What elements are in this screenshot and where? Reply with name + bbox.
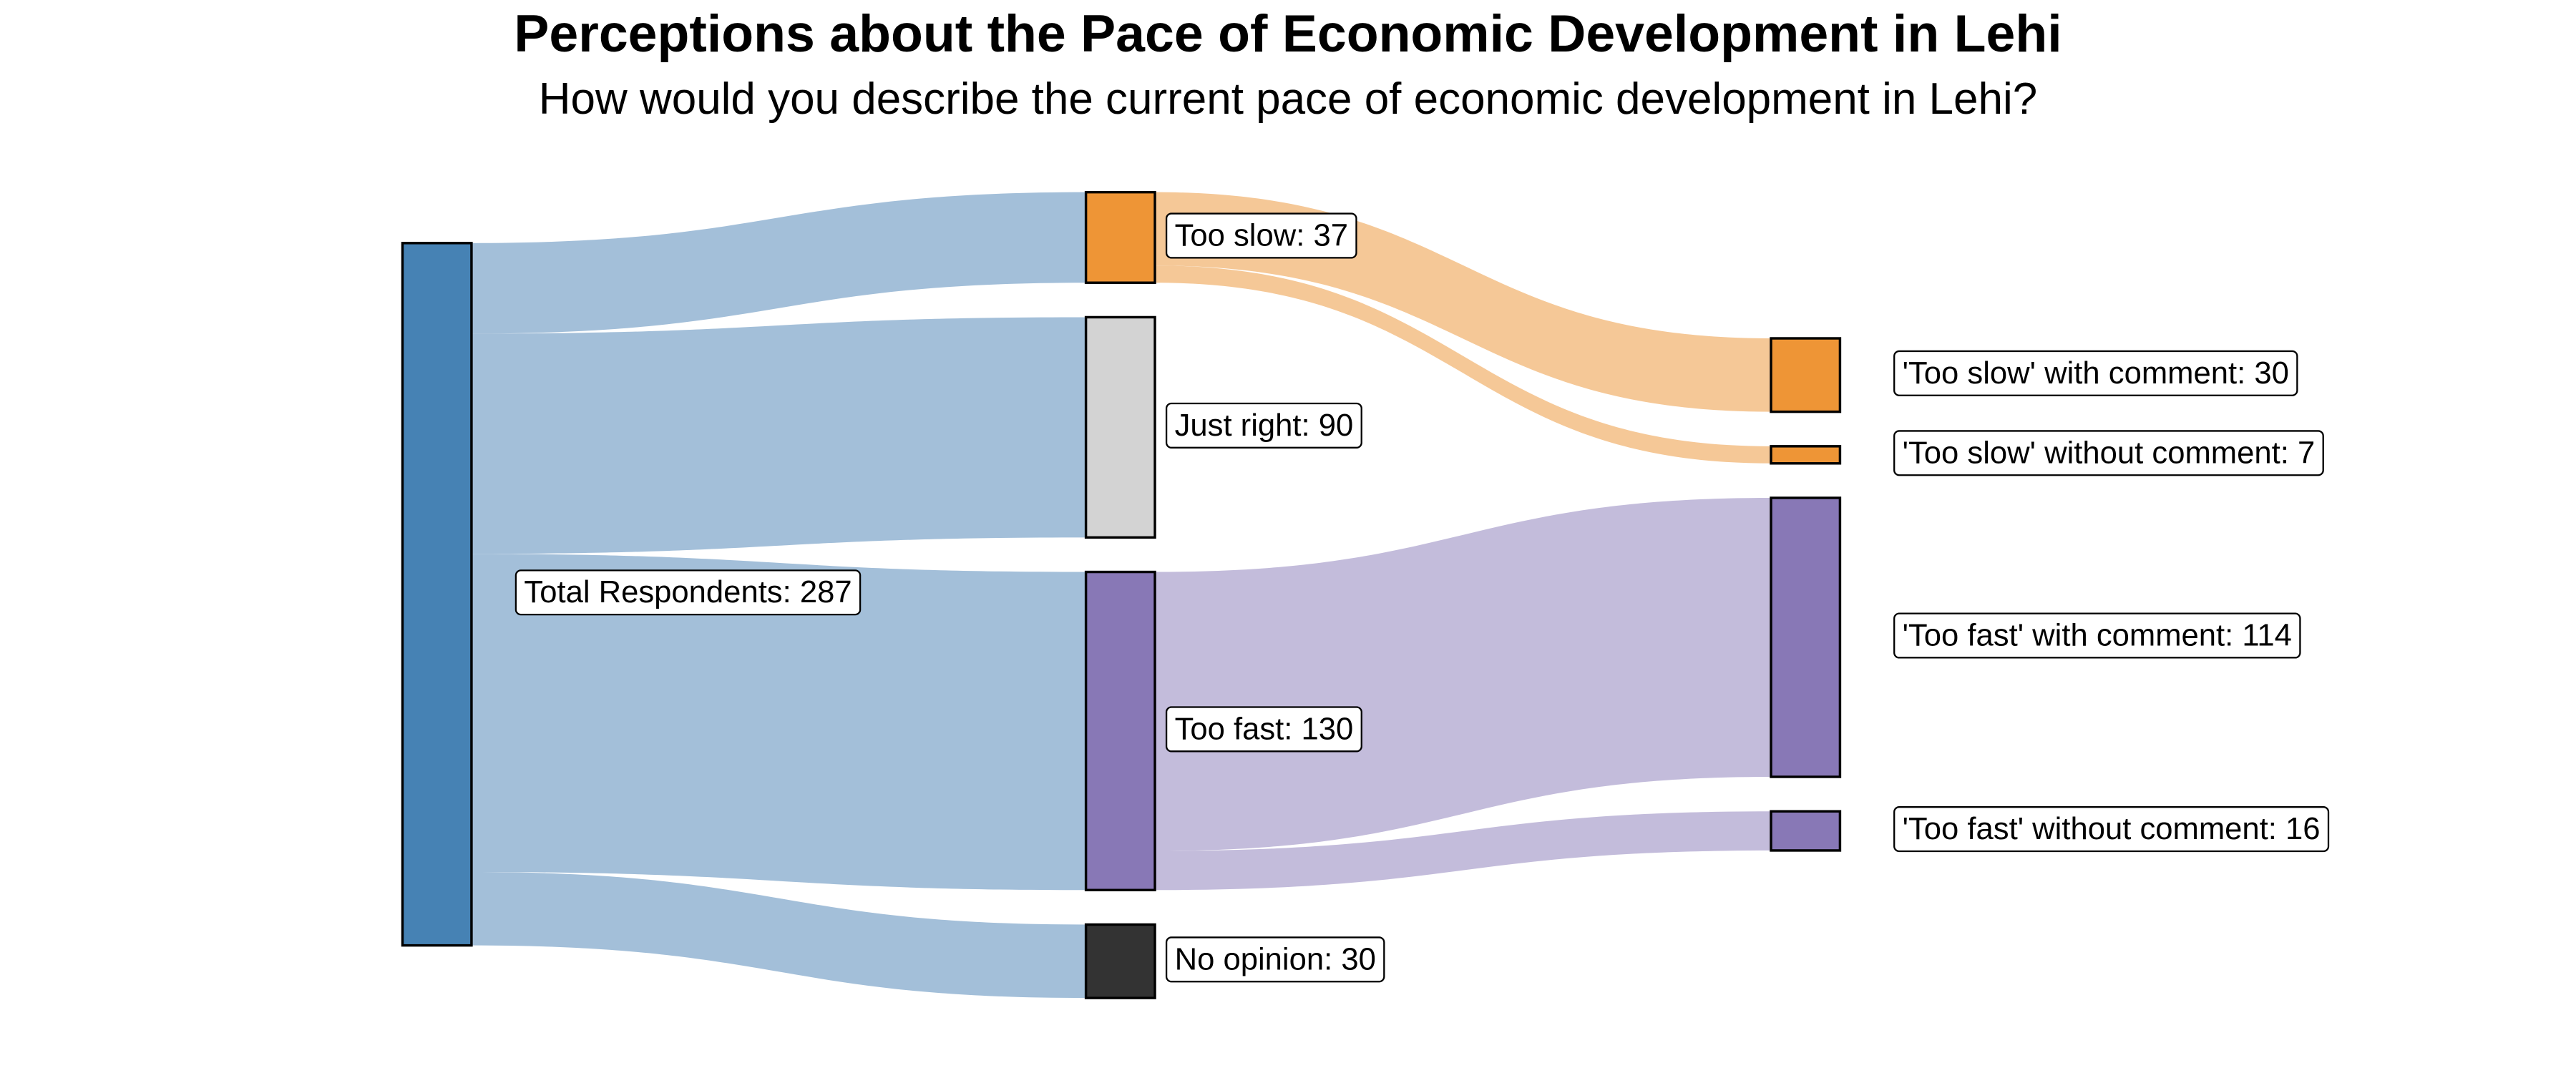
node-label: Too fast: 130 bbox=[1175, 712, 1354, 746]
label-box bbox=[1165, 212, 1357, 259]
link bbox=[471, 192, 1086, 334]
node-label: 'Too slow' without comment: 7 bbox=[1903, 436, 2316, 470]
node bbox=[1770, 337, 1842, 413]
links bbox=[471, 192, 1771, 999]
label-box bbox=[1893, 350, 2298, 396]
nodes bbox=[401, 190, 1842, 999]
node bbox=[1084, 190, 1156, 284]
label-box bbox=[514, 569, 862, 616]
label-box bbox=[1893, 430, 2324, 476]
link bbox=[471, 317, 1086, 554]
node bbox=[1770, 496, 1842, 778]
node bbox=[1084, 315, 1156, 539]
node-label: No opinion: 30 bbox=[1175, 942, 1376, 976]
node bbox=[1770, 810, 1842, 852]
node-label: 'Too fast' without comment: 16 bbox=[1903, 812, 2321, 846]
link bbox=[1155, 498, 1771, 851]
chart-title: Perceptions about the Pace of Economic D… bbox=[514, 4, 2062, 63]
link bbox=[1155, 265, 1771, 464]
node bbox=[1084, 570, 1156, 891]
node-label: Just right: 90 bbox=[1175, 408, 1354, 443]
labels: Total Respondents: 287 Too slow: 37 Just r… bbox=[514, 212, 2330, 983]
label-box bbox=[1165, 402, 1362, 449]
node-label: 'Too slow' with comment: 30 bbox=[1903, 356, 2289, 391]
node bbox=[1084, 923, 1156, 999]
chart-subtitle: How would you describe the current pace … bbox=[539, 74, 2037, 124]
label-box bbox=[1165, 706, 1362, 753]
link bbox=[471, 872, 1086, 999]
node-label: Too slow: 37 bbox=[1175, 218, 1348, 253]
node-label: Total Respondents: 287 bbox=[524, 575, 852, 609]
node bbox=[1770, 445, 1842, 465]
label-box bbox=[1165, 936, 1385, 983]
node bbox=[401, 242, 473, 947]
link bbox=[1155, 811, 1771, 891]
node-label: 'Too fast' with comment: 114 bbox=[1903, 619, 2292, 653]
label-box bbox=[1893, 612, 2301, 659]
label-box bbox=[1893, 806, 2330, 853]
link bbox=[471, 554, 1086, 891]
